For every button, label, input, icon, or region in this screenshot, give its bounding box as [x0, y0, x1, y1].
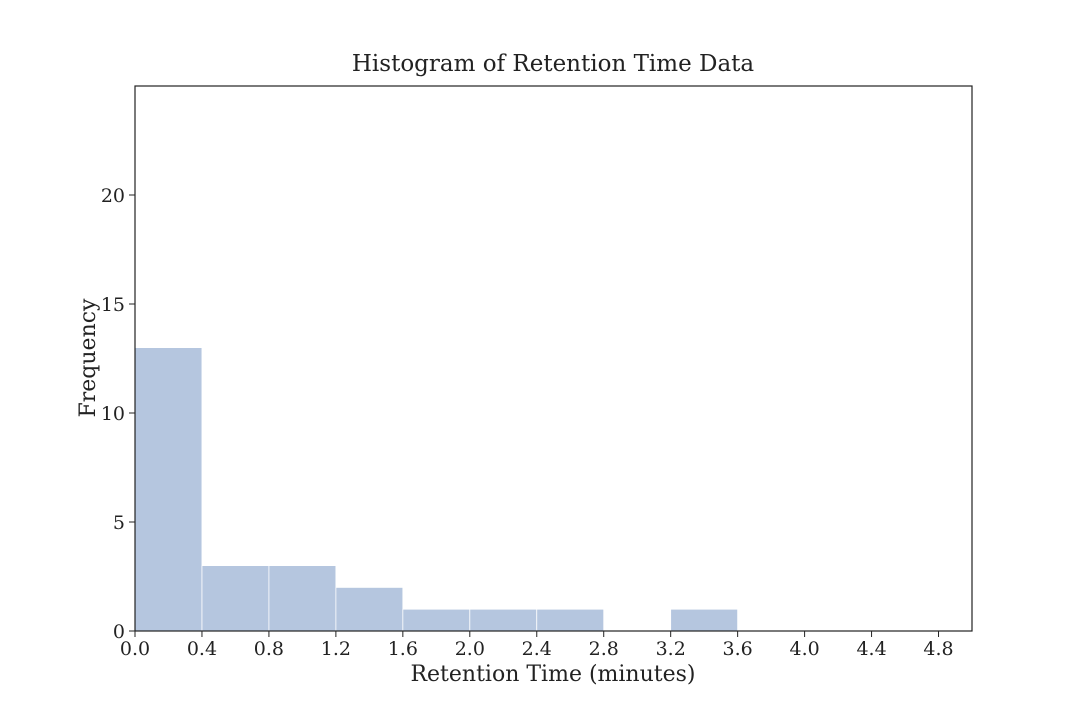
histogram-bar — [134, 347, 203, 632]
x-tick-label: 3.2 — [656, 638, 686, 660]
chart-title: Histogram of Retention Time Data — [352, 51, 755, 77]
x-tick-label: 2.8 — [589, 638, 619, 660]
histogram-bar — [469, 608, 538, 632]
y-tick-label: 0 — [113, 621, 125, 643]
x-tick-label: 0.4 — [187, 638, 217, 660]
y-tick-label: 15 — [101, 294, 125, 316]
x-tick-label: 1.6 — [388, 638, 418, 660]
x-tick-label: 4.8 — [923, 638, 953, 660]
y-tick-label: 20 — [101, 185, 125, 207]
y-tick-label: 5 — [113, 512, 125, 534]
histogram-bar — [402, 608, 471, 632]
histogram-bar — [268, 565, 337, 632]
x-tick-label: 4.4 — [856, 638, 886, 660]
y-ticks-layer: 0 5 10 15 20 — [101, 185, 135, 643]
x-tick-label: 1.2 — [321, 638, 351, 660]
bars-layer — [134, 347, 739, 632]
x-tick-label: 4.0 — [789, 638, 819, 660]
x-tick-label: 3.6 — [723, 638, 753, 660]
x-tick-label: 2.4 — [522, 638, 552, 660]
histogram-bar — [670, 608, 739, 632]
histogram-bar — [201, 565, 270, 632]
x-tick-label: 2.0 — [455, 638, 485, 660]
histogram-bar — [536, 608, 605, 632]
x-tick-label: 0.0 — [120, 638, 150, 660]
x-ticks-layer: 0.0 0.4 0.8 1.2 1.6 2.0 2.4 2.8 3.2 3.6 4.0 4.4 4.8 — [120, 631, 954, 660]
histogram-bar — [335, 587, 404, 632]
y-axis-label: Frequency — [76, 298, 101, 418]
y-tick-label: 10 — [101, 403, 125, 425]
x-axis-label: Retention Time (minutes) — [410, 662, 695, 687]
x-tick-label: 0.8 — [254, 638, 284, 660]
plot-frame — [134, 85, 973, 632]
